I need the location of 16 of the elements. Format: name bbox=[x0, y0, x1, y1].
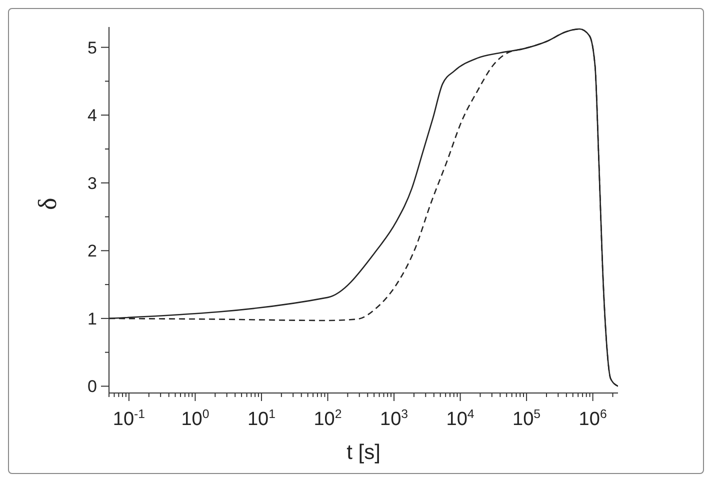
y-tick-label: 1 bbox=[88, 309, 97, 328]
y-axis-title: δ bbox=[33, 198, 62, 210]
y-tick-label: 5 bbox=[88, 38, 97, 58]
y-tick-label: 2 bbox=[88, 242, 97, 261]
x-tick-label: 10$^{2}$ bbox=[314, 407, 342, 430]
x-tick-label: 10$^{1}$ bbox=[247, 407, 276, 430]
x-axis-title: t [s] bbox=[346, 441, 380, 464]
y-tick-label: 0 bbox=[88, 377, 97, 396]
x-tick-label: 10$^{3}$ bbox=[380, 407, 408, 430]
y-tick-label: 3 bbox=[88, 174, 97, 193]
x-tick-label: 10$^{-1}$ bbox=[112, 407, 146, 430]
x-tick-label: 10$^{6}$ bbox=[578, 407, 607, 430]
x-tick-label: 10$^{4}$ bbox=[446, 407, 474, 430]
x-tick-label: 10$^{0}$ bbox=[181, 407, 210, 430]
x-tick-label: 10$^{5}$ bbox=[512, 407, 541, 430]
y-tick-label: 4 bbox=[88, 106, 97, 126]
